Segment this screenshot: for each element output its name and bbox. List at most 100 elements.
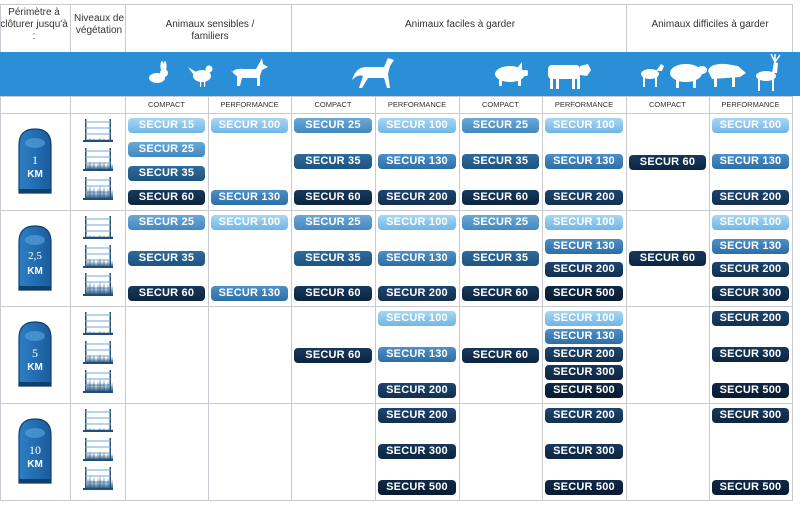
product-badge: SECUR 100 [545, 311, 623, 326]
group-difficult-header: Animaux difficiles à garder [651, 19, 769, 30]
grid-vline [125, 4, 126, 52]
km-unit: KM [27, 362, 43, 373]
product-badge: SECUR 130 [378, 347, 456, 362]
product-badge: SECUR 500 [545, 286, 623, 301]
product-badge: SECUR 500 [712, 383, 789, 398]
vegetation-high-icon [83, 273, 113, 297]
product-badge: SECUR 25 [294, 215, 372, 230]
product-badge: SECUR 200 [378, 383, 456, 398]
subheader-compact: COMPACT [148, 100, 185, 109]
rabbit-icon [149, 61, 168, 83]
product-badge: SECUR 130 [378, 250, 456, 266]
product-badge: SECUR 100 [378, 118, 456, 133]
product-badge: SECUR 130 [378, 154, 456, 169]
horse-icon [352, 58, 394, 88]
product-badge: SECUR 500 [545, 480, 623, 495]
km-milestone: 1 KM [17, 127, 53, 195]
vegetation-low-icon [83, 119, 113, 142]
cow-icon [548, 64, 591, 89]
grid-vline [542, 96, 543, 501]
grid-vline [208, 96, 209, 501]
subheader-performance: PERFORMANCE [387, 100, 447, 109]
subheader-compact: COMPACT [649, 100, 686, 109]
product-badge: SECUR 200 [378, 408, 456, 423]
animal-band [0, 52, 800, 96]
km-milestone: 2,5 KM [17, 224, 53, 292]
grid-hline [0, 4, 793, 5]
vegetation-high-icon [83, 467, 113, 490]
grid-vline [291, 4, 292, 52]
product-badge: SECUR 100 [712, 118, 789, 133]
product-badge: SECUR 100 [545, 118, 623, 133]
milestone-icon [18, 225, 52, 291]
product-badge: SECUR 60 [128, 190, 205, 205]
product-badge: SECUR 300 [712, 347, 789, 362]
product-badge: SECUR 500 [378, 480, 456, 495]
km-unit: KM [27, 459, 43, 470]
subheader-performance: PERFORMANCE [721, 100, 780, 109]
pig-icon [495, 62, 528, 86]
km-number: 5 [32, 346, 38, 360]
product-badge: SECUR 500 [545, 383, 623, 398]
product-badge: SECUR 200 [378, 190, 456, 205]
grid-vline [459, 96, 460, 501]
product-badge: SECUR 35 [294, 154, 372, 169]
subheader-compact: COMPACT [482, 100, 519, 109]
product-badge: SECUR 25 [294, 118, 372, 133]
vegetation-medium-icon [83, 438, 113, 461]
vegetation-high-icon [83, 370, 113, 393]
product-badge: SECUR 300 [545, 365, 623, 380]
vegetation-low-icon [83, 216, 113, 239]
subheader-performance: PERFORMANCE [554, 100, 614, 109]
product-badge: SECUR 35 [294, 250, 372, 266]
km-unit: KM [27, 266, 43, 277]
vegetation-low-icon [83, 409, 113, 432]
product-badge: SECUR 200 [712, 190, 789, 205]
product-badge: SECUR 100 [211, 215, 288, 230]
km-milestone: 10 KM [17, 417, 53, 485]
grid-vline [0, 4, 1, 52]
goat-icon [641, 64, 664, 87]
dog-icon [230, 58, 268, 86]
deer-icon [756, 53, 781, 91]
product-badge: SECUR 130 [211, 286, 288, 301]
product-badge: SECUR 35 [128, 166, 205, 181]
product-badge: SECUR 300 [378, 444, 456, 459]
grid-vline [792, 4, 793, 52]
product-badge: SECUR 60 [462, 286, 539, 301]
milestone-icon [18, 128, 52, 194]
product-badge: SECUR 60 [294, 286, 372, 301]
grid-hline [0, 500, 793, 501]
product-badge: SECUR 200 [545, 408, 623, 423]
product-badge: SECUR 130 [211, 190, 288, 205]
vegetation-high-icon [83, 177, 113, 200]
product-badge: SECUR 200 [712, 262, 789, 278]
product-badge: SECUR 60 [294, 190, 372, 205]
group-sensitive-header: Animaux sensibles / familiers [165, 19, 255, 42]
grid-vline [375, 96, 376, 501]
vegetation-medium-icon [83, 244, 113, 268]
grid-vline [291, 96, 292, 501]
vegetation-medium-icon [83, 148, 113, 171]
km-unit: KM [27, 169, 43, 180]
km-number: 1 [32, 153, 38, 167]
milestone-icon [18, 321, 52, 387]
product-badge: SECUR 60 [462, 347, 539, 363]
product-badge: SECUR 60 [629, 251, 706, 266]
vegetation-header: Niveaux de végétation [73, 13, 125, 36]
grid-hline [0, 96, 793, 97]
product-badge: SECUR 25 [462, 215, 539, 230]
subheader-performance: PERFORMANCE [220, 100, 279, 109]
product-badge: SECUR 500 [712, 480, 789, 495]
grid-vline [626, 96, 627, 501]
product-badge: SECUR 130 [712, 154, 789, 169]
product-badge: SECUR 130 [545, 329, 623, 344]
product-badge: SECUR 25 [462, 118, 539, 133]
grid-vline [792, 96, 793, 501]
perimeter-header: Périmètre à clôturer jusqu'à : [0, 7, 68, 42]
grid-vline [709, 96, 710, 501]
product-badge: SECUR 200 [545, 347, 623, 362]
product-badge: SECUR 130 [545, 154, 623, 169]
vegetation-low-icon [83, 312, 113, 335]
product-badge: SECUR 35 [128, 250, 205, 266]
